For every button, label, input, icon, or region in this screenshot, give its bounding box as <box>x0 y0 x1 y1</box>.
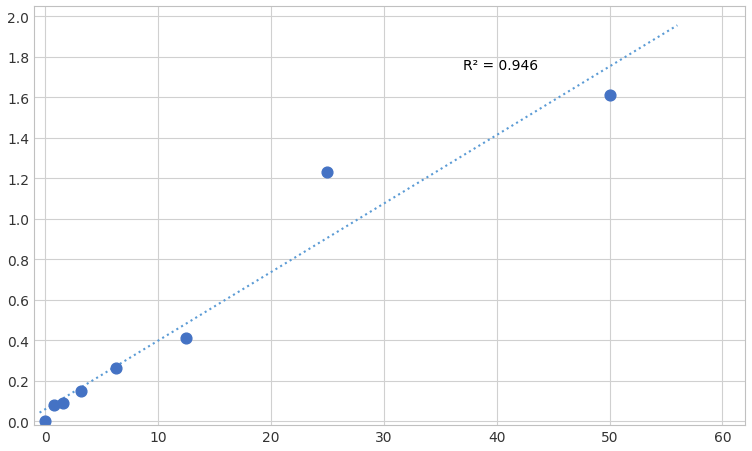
Point <box>604 92 616 100</box>
Point <box>74 387 86 395</box>
Point <box>57 400 69 407</box>
Point <box>321 169 333 176</box>
Text: R² = 0.946: R² = 0.946 <box>463 59 538 73</box>
Point <box>180 335 193 342</box>
Point <box>48 401 60 409</box>
Point <box>110 365 122 372</box>
Point <box>39 418 51 425</box>
